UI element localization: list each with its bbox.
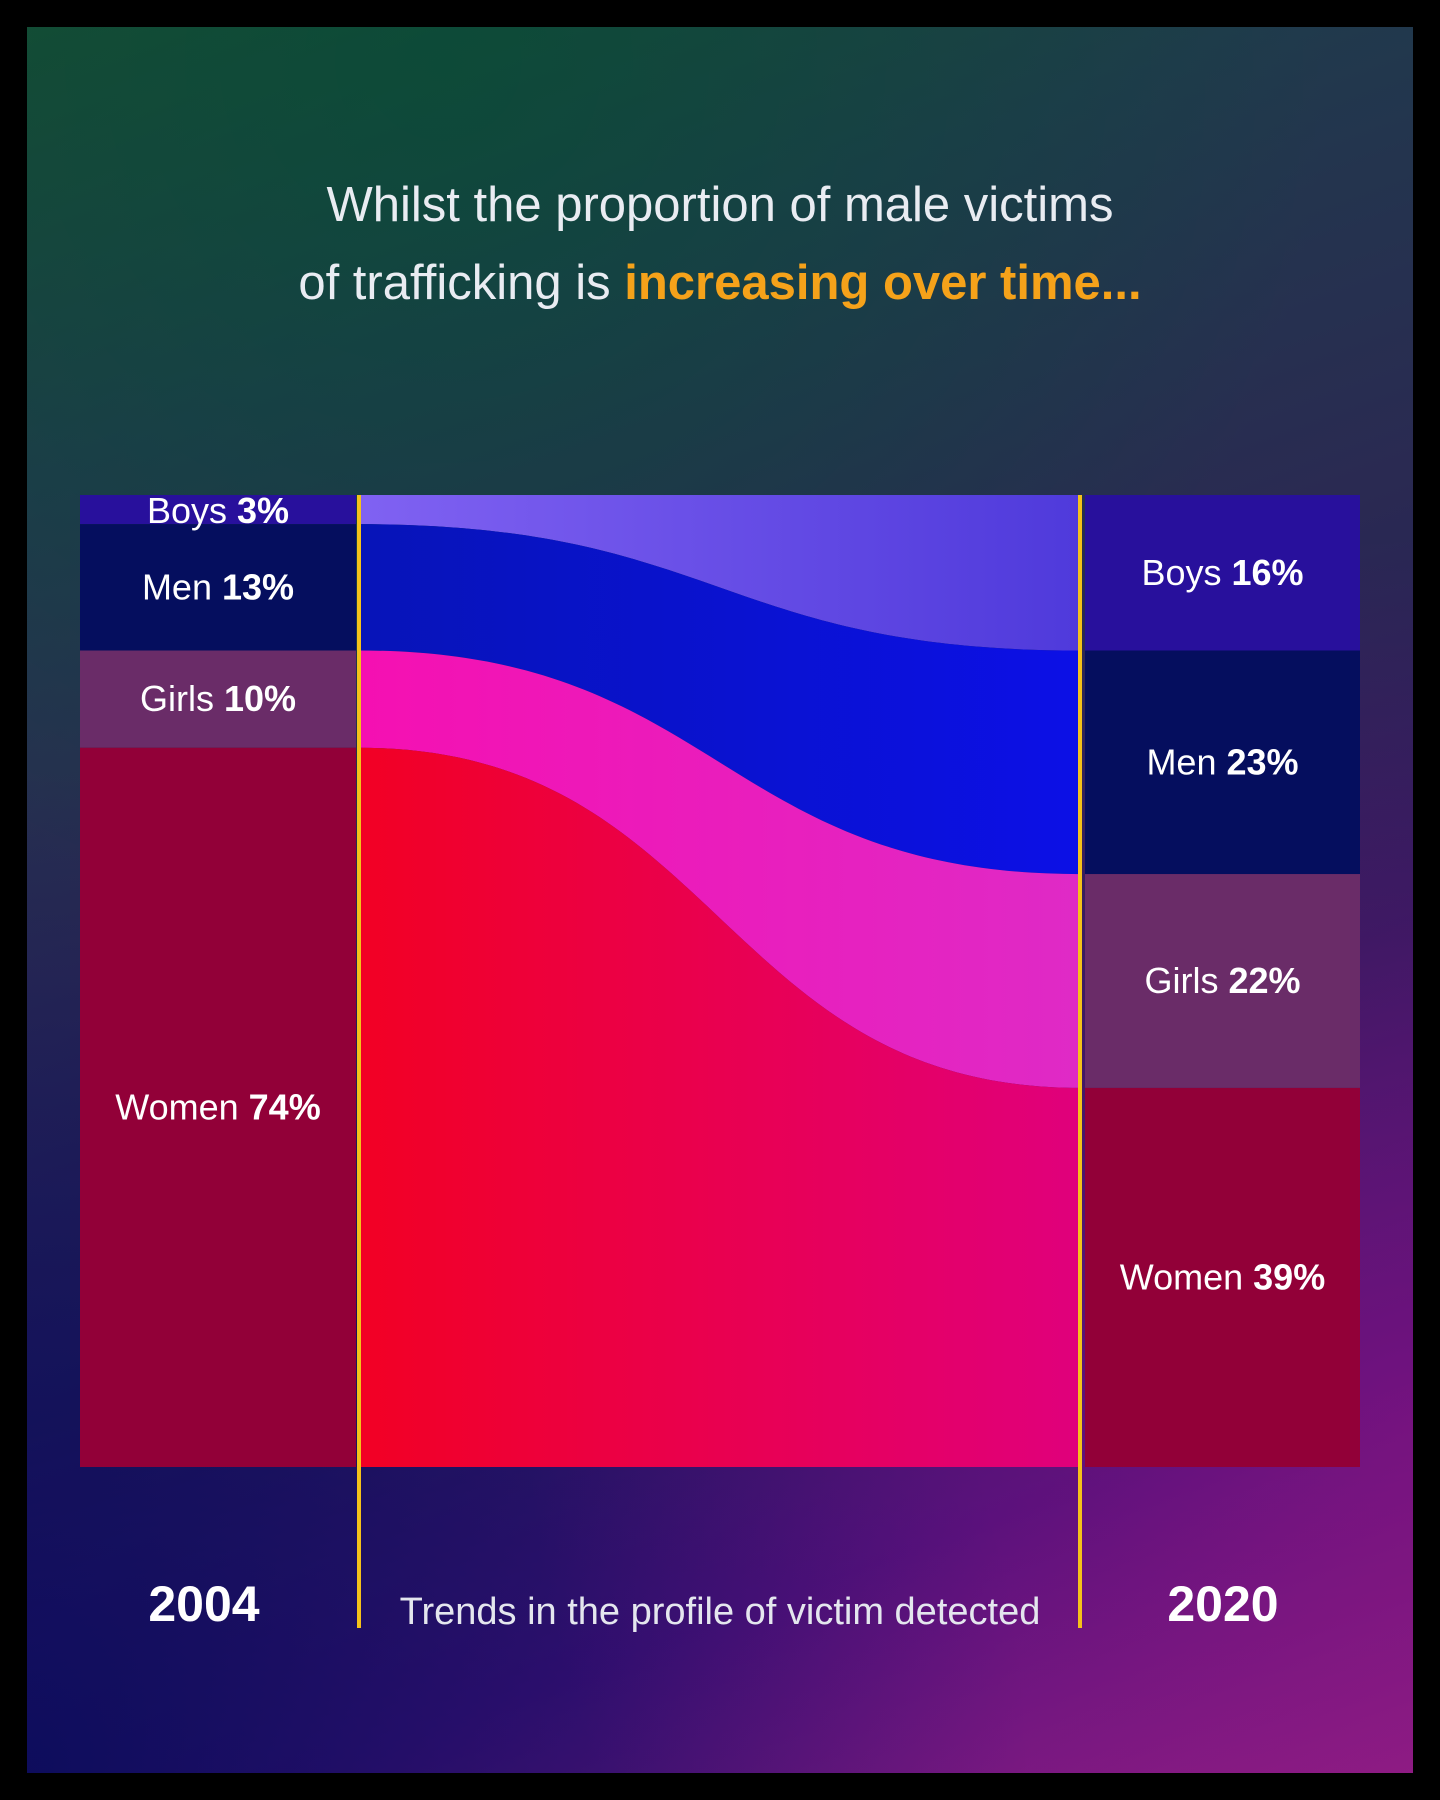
category-value: 10% <box>224 678 296 719</box>
category-name: Men <box>142 566 222 607</box>
data-label-2020-men: Men 23% <box>1146 741 1298 782</box>
category-name: Girls <box>1144 960 1228 1001</box>
data-label-2004-girls: Girls 10% <box>140 678 296 719</box>
category-name: Girls <box>140 678 224 719</box>
category-name: Men <box>1146 741 1226 782</box>
chart-caption: Trends in the profile of victim detected <box>399 1591 1041 1633</box>
bar-2004-women <box>80 747 356 1467</box>
bar-2004-girls <box>80 650 356 748</box>
bars-layer <box>80 495 1360 1467</box>
data-label-2004-men: Men 13% <box>142 566 294 607</box>
category-value: 3% <box>237 490 289 531</box>
year-label-2004: 2004 <box>148 1576 260 1632</box>
headline-line-2-prefix: of trafficking is <box>298 256 625 310</box>
headline-line-2: of trafficking is increasing over time..… <box>0 244 1440 322</box>
bar-2004-men <box>80 524 356 651</box>
data-label-2004-boys: Boys 3% <box>147 490 289 531</box>
category-value: 39% <box>1253 1256 1325 1297</box>
bar-2020-women <box>1085 1087 1360 1467</box>
flow-women <box>359 747 1080 1467</box>
category-name: Women <box>1120 1256 1253 1297</box>
bar-2004-boys <box>80 495 356 525</box>
flow-boys <box>359 495 1080 651</box>
headline-highlight: increasing over time... <box>624 256 1142 310</box>
flow-girls <box>359 650 1080 1088</box>
category-value: 23% <box>1226 741 1298 782</box>
dividers-layer <box>357 495 1082 1628</box>
category-value: 16% <box>1231 552 1303 593</box>
headline: Whilst the proportion of male victims of… <box>0 166 1440 322</box>
category-value: 74% <box>249 1086 321 1127</box>
data-label-2004-women: Women 74% <box>115 1086 320 1127</box>
labels-layer: Boys 3%Boys 16%Men 13%Men 23%Girls 10%Gi… <box>115 490 1325 1297</box>
data-label-2020-boys: Boys 16% <box>1141 552 1303 593</box>
category-value: 22% <box>1228 960 1300 1001</box>
data-label-2020-women: Women 39% <box>1120 1256 1325 1297</box>
bar-2020-men <box>1085 650 1360 875</box>
category-name: Boys <box>1141 552 1231 593</box>
category-name: Boys <box>147 490 237 531</box>
headline-line-1: Whilst the proportion of male victims <box>326 178 1114 232</box>
flows-layer <box>359 495 1080 1467</box>
bar-2020-girls <box>1085 874 1360 1088</box>
bar-2020-boys <box>1085 495 1360 651</box>
data-label-2020-girls: Girls 22% <box>1144 960 1300 1001</box>
category-value: 13% <box>222 566 294 607</box>
flow-men <box>359 524 1080 875</box>
year-label-2020: 2020 <box>1167 1576 1279 1632</box>
category-name: Women <box>115 1086 248 1127</box>
